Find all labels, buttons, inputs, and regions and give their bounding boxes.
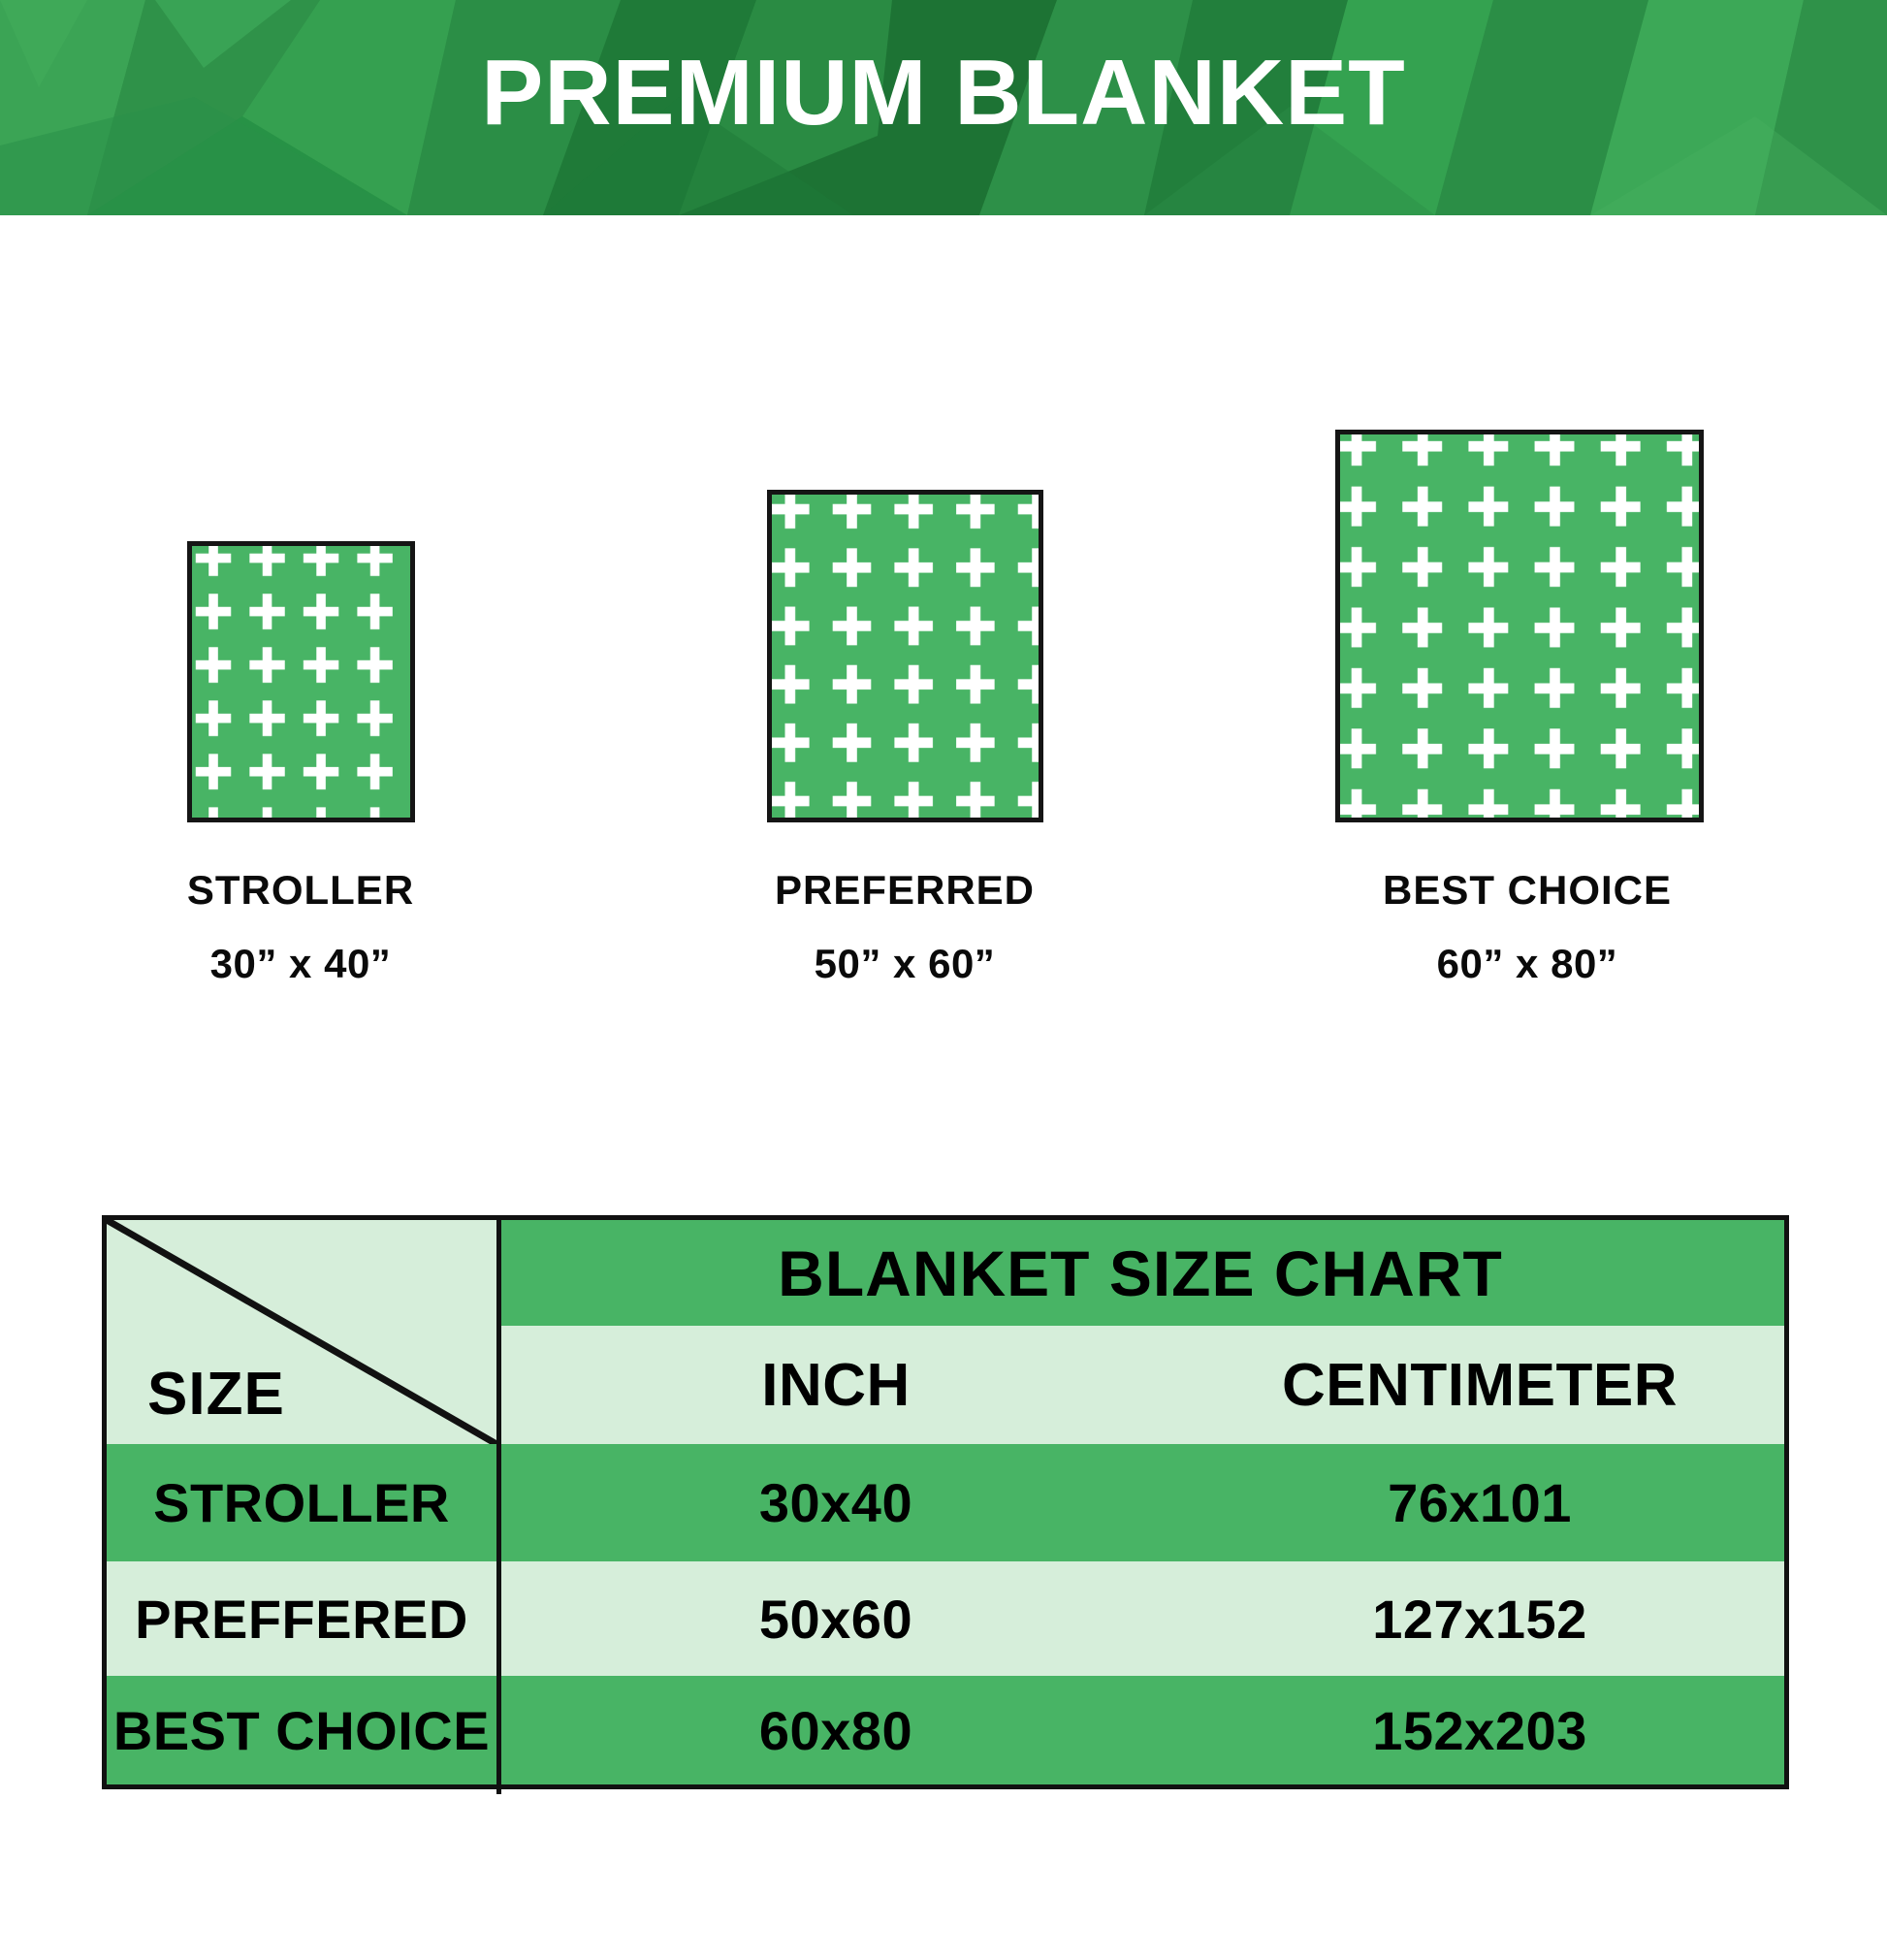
table-cell-size: BEST CHOICE <box>107 1676 496 1784</box>
blanket-size-chart-table: BLANKET SIZE CHART INCH CENTIMETER SIZE … <box>102 1215 1789 1794</box>
diagonal-divider-icon <box>107 1220 496 1444</box>
table-banner-title: BLANKET SIZE CHART <box>496 1220 1784 1326</box>
table-cell-inch: 50x60 <box>496 1561 1175 1676</box>
table-corner-label: SIZE <box>147 1361 285 1428</box>
table-row: STROLLER 30x40 76x101 <box>107 1444 1784 1561</box>
page-header-banner: PREMIUM BLANKET <box>0 0 1887 215</box>
table-cell-centimeter: 76x101 <box>1175 1444 1784 1561</box>
plus-pattern-icon <box>772 495 1039 818</box>
swatch-label-best-choice: BEST CHOICE <box>1382 867 1673 913</box>
blanket-image-preferred <box>767 490 1043 822</box>
table-cell-centimeter: 127x152 <box>1175 1561 1784 1676</box>
table-row: PREFFERED 50x60 127x152 <box>107 1561 1784 1676</box>
swatch-dims-stroller: 30” x 40” <box>209 941 392 986</box>
table-corner-cell: SIZE <box>107 1220 496 1444</box>
blanket-image-stroller <box>187 541 415 822</box>
low-poly-background <box>0 0 1887 215</box>
blanket-image-best-choice <box>1335 430 1704 822</box>
table-vertical-divider <box>496 1220 501 1794</box>
swatch-dims-preferred: 50” x 60” <box>814 941 996 986</box>
plus-pattern-icon <box>192 546 410 818</box>
table-cell-size: PREFFERED <box>107 1561 496 1676</box>
swatch-dims-best-choice: 60” x 80” <box>1436 941 1618 986</box>
table-cell-inch: 30x40 <box>496 1444 1175 1561</box>
blanket-swatch-row: STROLLER 30” x 40” PREFERRED 50” x <box>0 407 1887 1076</box>
page-title: PREMIUM BLANKET <box>481 41 1406 145</box>
table-cell-size: STROLLER <box>107 1444 496 1561</box>
table-column-header-centimeter: CENTIMETER <box>1175 1326 1784 1444</box>
table-cell-centimeter: 152x203 <box>1175 1676 1784 1784</box>
table-column-header-inch: INCH <box>496 1326 1175 1444</box>
swatch-label-stroller: STROLLER <box>186 867 415 913</box>
swatch-label-preferred: PREFERRED <box>774 867 1036 913</box>
plus-pattern-icon <box>1340 434 1699 818</box>
table-cell-inch: 60x80 <box>496 1676 1175 1784</box>
table-row: BEST CHOICE 60x80 152x203 <box>107 1676 1784 1784</box>
